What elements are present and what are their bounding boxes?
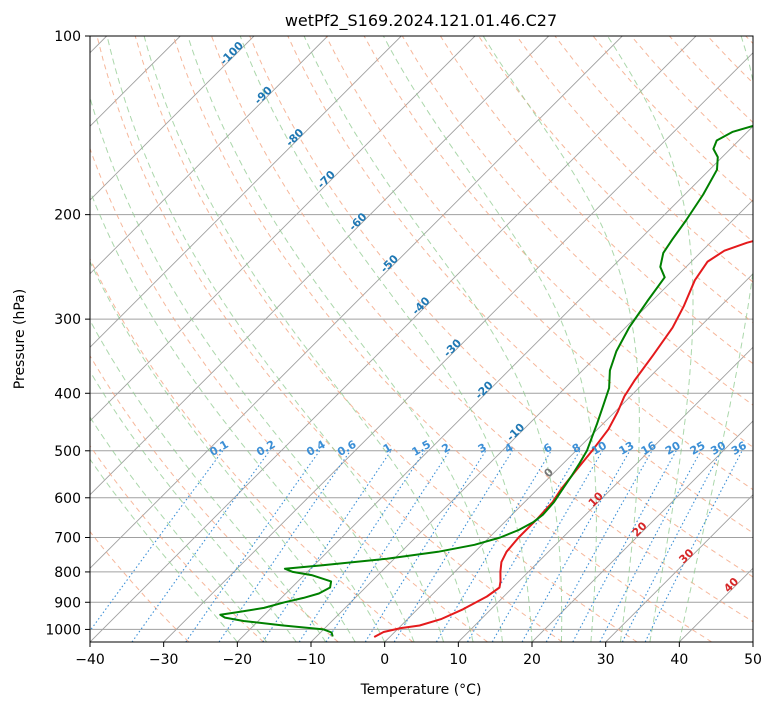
moist-adiabat-line [239, 36, 533, 642]
y-tick-label: 1000 [45, 622, 81, 638]
x-tick-label: −20 [223, 652, 253, 668]
mixing-ratio-line [644, 450, 743, 642]
moist-adiabat-line [143, 36, 474, 642]
x-tick-label: 40 [670, 652, 688, 668]
moist-adiabat-line [90, 189, 386, 642]
x-tick-label: 30 [597, 652, 615, 668]
moist-adiabat-line [90, 370, 297, 642]
mixing-ratio-line [599, 450, 702, 642]
isotherm-line [531, 420, 753, 642]
isotherm-line [163, 52, 753, 642]
y-tick-label: 800 [54, 565, 81, 581]
dry-adiabat-line [172, 36, 712, 642]
mixing-ratio-line [131, 450, 271, 642]
y-tick-label: 300 [54, 312, 81, 328]
series-layer [219, 124, 753, 638]
dry-adiabat-line [249, 36, 753, 578]
moist-adiabat-line [607, 36, 694, 642]
dewpoint-profile-line [219, 124, 753, 637]
x-tick-label: 0 [380, 652, 389, 668]
mixing-ratio-line [298, 450, 426, 642]
isotherm-line [90, 36, 697, 642]
isotherm-line [236, 125, 753, 642]
y-tick-label: 400 [54, 386, 81, 402]
mixing-ratio-line [435, 450, 552, 642]
x-tick-label: 10 [449, 652, 467, 668]
y-tick-label: 200 [54, 208, 81, 224]
y-axis-label: Pressure (hPa) [12, 289, 28, 389]
isotherm-line [457, 346, 753, 642]
mixing-ratio-line [90, 450, 224, 632]
mixing-ratio-line [521, 450, 631, 642]
isotherm-line [605, 494, 753, 642]
dry-adiabat-line [401, 36, 753, 406]
dry-adiabat-line [90, 444, 264, 642]
isotherm-line [90, 36, 476, 422]
isotherm-line [90, 36, 623, 569]
moist-adiabat-line [382, 36, 597, 642]
moist-adiabat-line [187, 36, 503, 642]
mixing-ratio-line [185, 450, 321, 642]
mixing-ratio-line [262, 450, 392, 642]
moist-adiabat-line [90, 95, 415, 642]
moist-adiabat-line [90, 416, 268, 642]
x-tick-label: −10 [296, 652, 326, 668]
isotherm-line [90, 36, 329, 275]
y-tick-label: 100 [54, 29, 81, 45]
x-axis-label: Temperature (°C) [360, 682, 482, 698]
moist-adiabat-line [303, 36, 563, 642]
chart-title: wetPf2_S169.2024.121.01.46.C27 [285, 11, 557, 31]
moist-adiabat-line [482, 36, 640, 642]
x-tick-label: −40 [75, 652, 105, 668]
dry-adiabat-line [96, 36, 563, 642]
isotherm-line [90, 36, 550, 496]
dry-adiabat-line [287, 36, 753, 534]
isotherm-line [90, 36, 402, 348]
temperature-profile-line [373, 240, 753, 638]
y-tick-label: 900 [54, 595, 81, 611]
x-tick-label: 50 [744, 652, 762, 668]
isotherm-line [90, 36, 255, 201]
dry-adiabat-line [90, 257, 414, 642]
moist-adiabat-line [90, 260, 356, 642]
moist-adiabat-line [678, 36, 753, 642]
moist-adiabat-line [90, 458, 238, 642]
grid-layer [90, 36, 753, 642]
axis-layer: −40 −30 −20 −10 0 10 20 30 40 50 1000 900 800 700 600 5… [45, 29, 762, 668]
dry-adiabat-line [516, 36, 753, 283]
dry-adiabat-line [134, 36, 638, 642]
dry-adiabat-line [439, 36, 753, 365]
mixing-ratio-line [325, 450, 451, 642]
mixing-ratio-line [572, 450, 677, 642]
mixing-ratio-line [545, 450, 653, 642]
y-tick-label: 600 [54, 491, 81, 507]
dry-adiabat-line [90, 530, 190, 642]
y-tick-label: 500 [54, 444, 81, 460]
y-tick-label: 700 [54, 531, 81, 547]
dry-adiabat-line [90, 147, 488, 642]
x-tick-label: −30 [149, 652, 179, 668]
x-tick-label: 20 [523, 652, 541, 668]
moist-adiabat-line [106, 36, 445, 642]
plot-frame [89, 35, 754, 643]
dry-adiabat-line [211, 36, 753, 623]
mixing-ratio-line [364, 450, 487, 642]
